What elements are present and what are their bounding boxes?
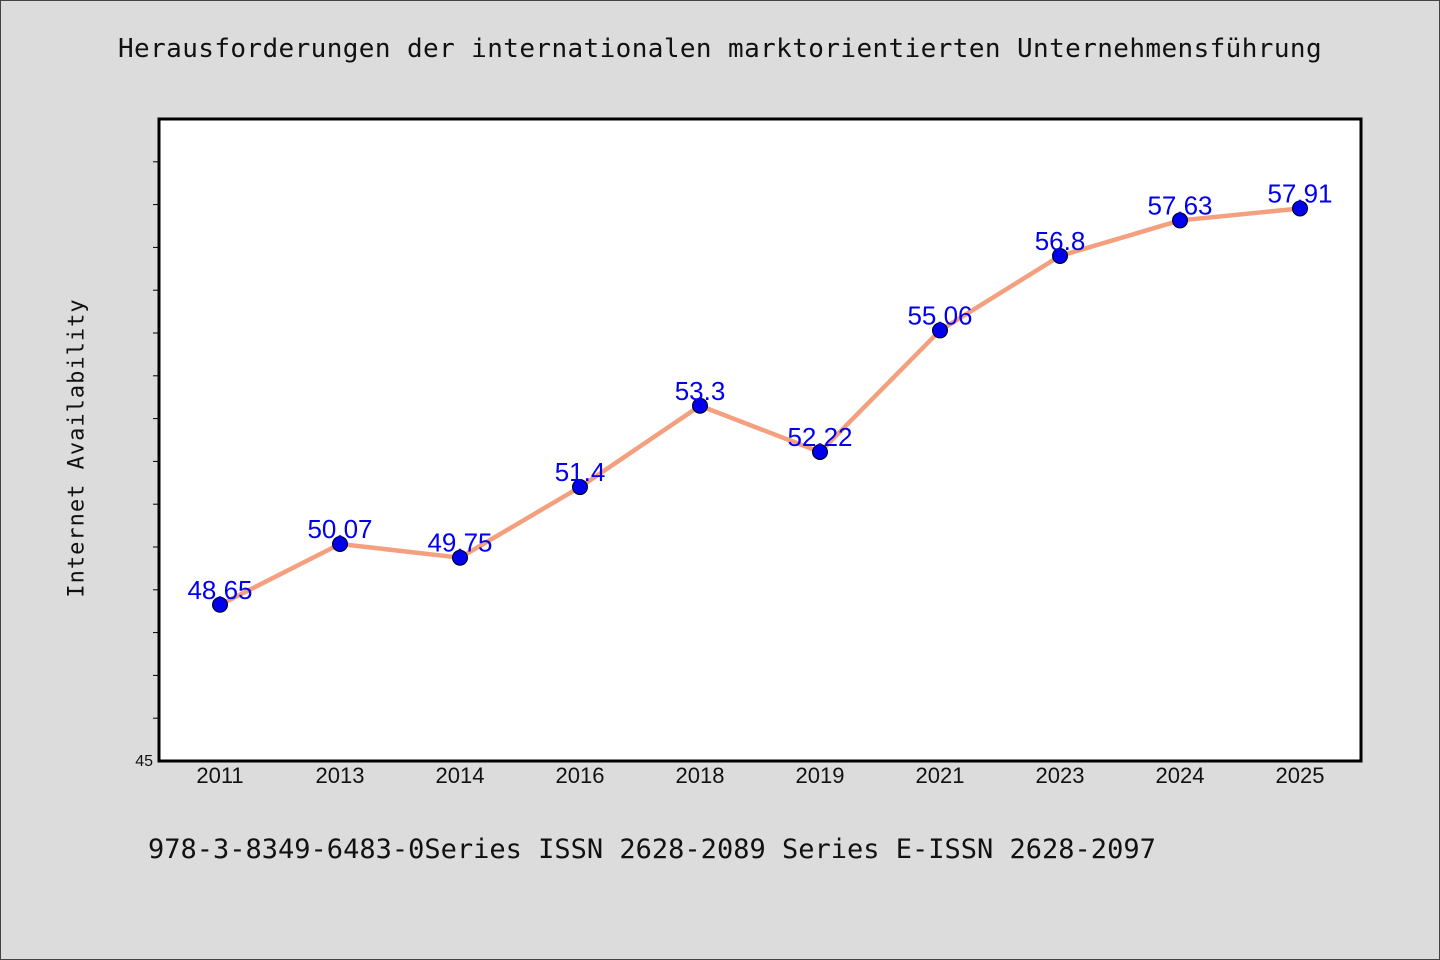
chart-title: Herausforderungen der internationalen ma… [118, 34, 1322, 64]
data-label: 48.65 [187, 575, 252, 605]
y-tick-label-min: 45 [135, 753, 153, 770]
data-point [1052, 247, 1068, 264]
data-label: 55.06 [907, 300, 972, 330]
y-axis-ticks [153, 161, 159, 719]
data-label: 52.22 [787, 422, 852, 452]
data-point [1172, 212, 1188, 229]
data-point [212, 596, 228, 613]
series-line [218, 206, 1301, 607]
x-tick-label: 2011 [196, 763, 243, 788]
data-point [572, 479, 588, 496]
data-point [332, 536, 348, 553]
x-tick-label: 2016 [556, 763, 605, 788]
data-label: 50.07 [307, 514, 372, 544]
data-label: 53.3 [675, 376, 726, 406]
data-point [932, 322, 948, 339]
x-tick-label: 2023 [1036, 763, 1085, 788]
x-tick-label: 2025 [1276, 763, 1325, 788]
x-tick-label: 2024 [1156, 763, 1205, 788]
data-label: 57.91 [1267, 178, 1332, 208]
data-label: 57.63 [1147, 190, 1212, 220]
x-tick-label: 2019 [796, 763, 845, 788]
data-point [452, 549, 468, 566]
x-tick-label: 2018 [676, 763, 725, 788]
data-point [692, 397, 708, 414]
data-point [812, 443, 828, 460]
x-tick-label: 2014 [436, 763, 485, 788]
data-point [1292, 200, 1308, 217]
footer-text: 978-3-8349-6483-0Series ISSN 2628-2089 S… [148, 834, 1156, 865]
x-tick-label: 2013 [316, 763, 365, 788]
data-label: 49.75 [427, 528, 492, 558]
data-label: 56.8 [1035, 226, 1086, 256]
data-markers [212, 200, 1308, 613]
x-tick-label: 2021 [916, 763, 965, 788]
data-label: 51.4 [555, 457, 606, 487]
x-axis-tick-labels: 2011 2013 2014 2016 2018 2019 2021 2023 2024 2025 [196, 763, 1324, 788]
data-labels: 48.65 50.07 49.75 51.4 53.3 52.22 55.06 56.8 57.… [187, 178, 1332, 604]
